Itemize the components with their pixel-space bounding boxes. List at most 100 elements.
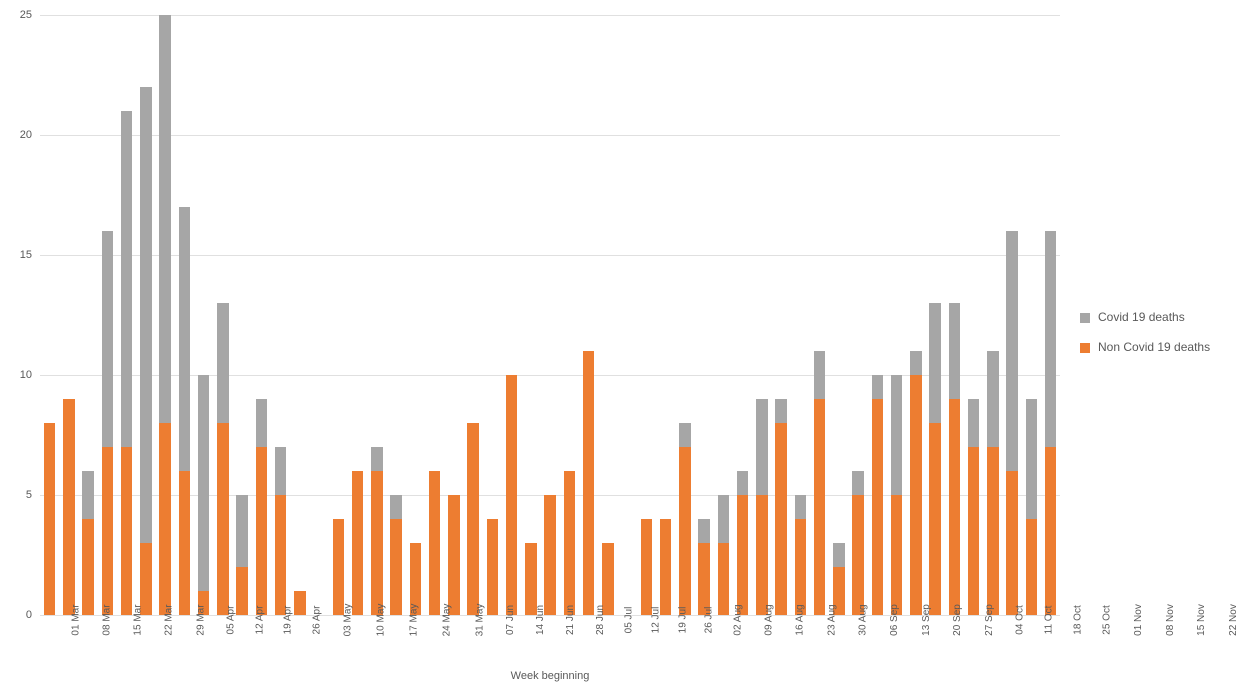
bar-stack — [121, 111, 133, 615]
bar-stack — [968, 399, 980, 615]
x-tick-label: 22 Mar — [149, 604, 175, 635]
x-tick-label: 19 Jul — [662, 607, 688, 634]
bar-segment — [198, 375, 210, 591]
bar-slot — [675, 15, 694, 615]
bar-segment — [737, 495, 749, 615]
bar-segment — [698, 543, 710, 615]
x-tick-label: 05 Apr — [210, 606, 236, 635]
bar-slot — [964, 15, 983, 615]
bar-slot — [98, 15, 117, 615]
legend-swatch-noncovid — [1080, 343, 1090, 353]
bar-stack — [891, 375, 903, 615]
y-tick-label: 25 — [20, 9, 32, 21]
x-tick-label: 27 Sep — [969, 604, 995, 636]
bar-stack — [1026, 399, 1038, 615]
bar-slot — [464, 15, 483, 615]
bar-slot — [175, 15, 194, 615]
bar-stack — [564, 471, 576, 615]
bar-stack — [44, 423, 56, 615]
bar-segment — [872, 399, 884, 615]
y-tick-label: 5 — [26, 489, 32, 501]
bar-slot — [79, 15, 98, 615]
bar-slot — [810, 15, 829, 615]
bar-stack — [159, 15, 171, 615]
bar-slot — [906, 15, 925, 615]
y-tick-label: 15 — [20, 249, 32, 261]
bar-slot — [483, 15, 502, 615]
bar-segment — [775, 423, 787, 615]
bar-stack — [660, 519, 672, 615]
bar-stack — [217, 303, 229, 615]
bar-slot — [695, 15, 714, 615]
bar-slot — [406, 15, 425, 615]
bar-slot — [541, 15, 560, 615]
legend-label-noncovid: Non Covid 19 deaths — [1098, 340, 1210, 356]
x-tick-label: 13 Sep — [906, 604, 932, 636]
bar-stack — [256, 399, 268, 615]
bar-slot — [983, 15, 1002, 615]
bar-slot — [233, 15, 252, 615]
bar-segment — [121, 111, 133, 447]
y-tick-label: 10 — [20, 369, 32, 381]
bar-segment — [82, 471, 94, 519]
bar-slot — [656, 15, 675, 615]
legend: Covid 19 deaths Non Covid 19 deaths — [1080, 310, 1210, 369]
x-tick-label: 05 Jul — [609, 607, 635, 634]
x-tick-label: 01 Nov — [1118, 604, 1144, 636]
bar-stack — [333, 519, 345, 615]
bar-slot — [348, 15, 367, 615]
bar-segment — [891, 375, 903, 495]
bar-slot — [117, 15, 136, 615]
bar-stack — [949, 303, 961, 615]
bar-slot — [733, 15, 752, 615]
bar-slot — [310, 15, 329, 615]
bar-stack — [872, 375, 884, 615]
bar-slot — [194, 15, 213, 615]
bar-segment — [929, 303, 941, 423]
bar-segment — [737, 471, 749, 495]
x-tick-label: 16 Aug — [780, 604, 806, 635]
legend-label-covid: Covid 19 deaths — [1098, 310, 1185, 326]
x-tick-label: 31 May — [459, 604, 485, 637]
bar-stack — [929, 303, 941, 615]
bar-slot — [849, 15, 868, 615]
bar-stack — [852, 471, 864, 615]
x-tick-label: 21 Jun — [550, 605, 576, 635]
bar-segment — [660, 519, 672, 615]
y-tick-label: 0 — [26, 609, 32, 621]
bar-stack — [737, 471, 749, 615]
bar-segment — [352, 471, 364, 615]
bar-slot — [887, 15, 906, 615]
bar-stack — [795, 495, 807, 615]
bar-segment — [506, 375, 518, 615]
bar-segment — [1026, 519, 1038, 615]
bar-segment — [1026, 399, 1038, 519]
x-tick-label: 08 Nov — [1149, 604, 1175, 636]
bar-segment — [179, 207, 191, 471]
bar-slot — [502, 15, 521, 615]
bar-slot — [791, 15, 810, 615]
x-tick-label: 15 Mar — [118, 604, 144, 635]
bar-slot — [772, 15, 791, 615]
bar-slot — [40, 15, 59, 615]
bar-slot — [752, 15, 771, 615]
bar-stack — [814, 351, 826, 615]
bar-slot — [425, 15, 444, 615]
bar-slot — [329, 15, 348, 615]
bar-stack — [429, 471, 441, 615]
bar-segment — [467, 423, 479, 615]
bar-slot — [213, 15, 232, 615]
bar-stack — [487, 519, 499, 615]
bar-segment — [949, 303, 961, 399]
bar-stack — [506, 375, 518, 615]
plot-area — [40, 15, 1060, 615]
bar-segment — [910, 351, 922, 375]
bar-segment — [814, 351, 826, 399]
x-tick-label: 30 Aug — [842, 604, 868, 635]
x-tick-label: 29 Mar — [180, 604, 206, 635]
x-tick-label: 17 May — [393, 604, 419, 637]
bar-stack — [987, 351, 999, 615]
bar-segment — [891, 495, 903, 615]
x-tick-label: 20 Sep — [937, 604, 963, 636]
bar-stack — [718, 495, 730, 615]
